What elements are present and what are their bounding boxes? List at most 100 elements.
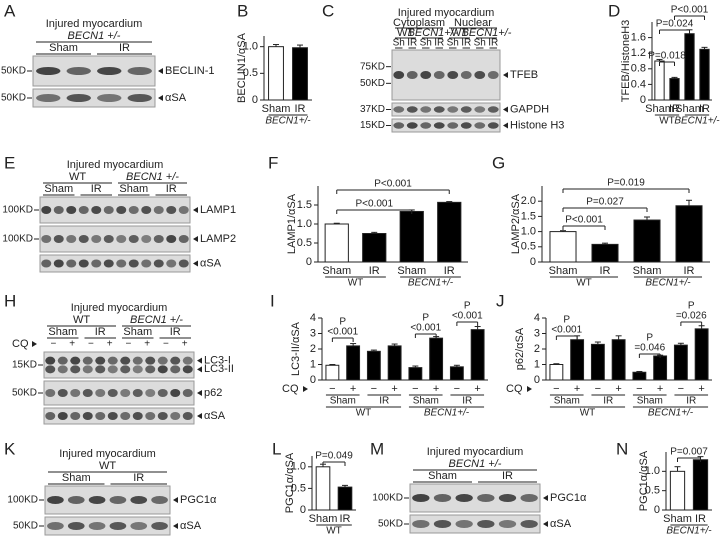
band <box>474 122 486 129</box>
band <box>95 389 106 397</box>
band-label: αSA <box>180 520 202 532</box>
p-value: P=0.024 <box>656 19 694 30</box>
band <box>116 206 127 214</box>
p-value: =0.046 <box>634 343 665 354</box>
x-tick-label: − <box>595 383 601 395</box>
group-label: IR <box>379 396 389 407</box>
band <box>67 522 85 530</box>
x-tick-label: − <box>636 383 642 395</box>
blot-header: Injured myocardium <box>398 7 495 19</box>
blot-header: − <box>88 339 94 350</box>
arrowhead <box>158 68 163 74</box>
band <box>107 365 118 374</box>
band <box>393 122 405 129</box>
band <box>166 235 177 243</box>
blot-strip <box>43 351 195 379</box>
x-tick-label: − <box>329 383 335 395</box>
band <box>477 520 495 528</box>
band <box>132 412 143 420</box>
blot-header: Sham <box>49 42 78 54</box>
blot-header: IR <box>119 42 130 54</box>
band <box>120 389 131 397</box>
p-value: P=0.049 <box>315 451 353 462</box>
blot-header: IR <box>407 38 417 49</box>
band <box>88 522 106 530</box>
panel-label: B <box>237 1 248 20</box>
size-marker: 100KD <box>7 495 38 506</box>
y-axis-label: PGC1α/αSA <box>284 452 296 513</box>
size-marker: 50KD <box>1 93 26 104</box>
blot-header: BECN1+/- <box>408 27 458 39</box>
band <box>41 235 52 243</box>
size-marker: 37KD <box>360 104 385 115</box>
band <box>455 520 473 528</box>
bar <box>399 210 424 263</box>
band <box>45 356 56 365</box>
band <box>182 365 193 374</box>
blot-strip <box>39 254 191 273</box>
y-tick-label: 1.0 <box>297 218 312 230</box>
band <box>120 365 131 374</box>
arrowhead <box>32 341 37 347</box>
blot-header: Sh <box>420 38 432 49</box>
blot-strip <box>391 118 501 133</box>
band <box>145 412 156 420</box>
panel-label: M <box>370 439 384 458</box>
y-tick-label: 3 <box>534 327 540 339</box>
size-marker: 15KD <box>360 120 385 131</box>
band <box>166 206 177 214</box>
band <box>45 365 56 374</box>
y-tick-label: 0 <box>300 504 306 516</box>
x-tick-label: Sham <box>397 265 426 277</box>
size-marker: 50KD <box>13 521 38 532</box>
band <box>178 206 189 214</box>
band <box>170 412 181 420</box>
band <box>433 71 445 79</box>
blot-header: Sham <box>44 183 73 195</box>
band-label: LC3-I <box>204 355 231 367</box>
band <box>120 356 131 365</box>
arrowhead <box>543 495 548 501</box>
x-tick-label: + <box>350 383 356 395</box>
blot-strip <box>32 88 156 108</box>
band <box>57 356 68 365</box>
blot-header: + <box>69 339 75 350</box>
x-tick-label: + <box>433 383 439 395</box>
y-axis-label: LAMP2/αSA <box>510 193 522 254</box>
band <box>120 412 131 420</box>
y-axis-label: TFEB/HistoneH3 <box>620 20 632 103</box>
band <box>460 122 472 129</box>
band <box>36 67 61 75</box>
size-marker: 50KD <box>12 388 37 399</box>
band <box>82 412 93 420</box>
band <box>88 496 106 504</box>
x-tick-label: + <box>474 383 480 395</box>
blot-header: BECN1 +/- <box>449 458 502 470</box>
group-label: IR <box>603 396 613 407</box>
group-label: IR <box>686 396 696 407</box>
bar <box>337 486 353 511</box>
group-label: BECN1+/- <box>408 278 454 289</box>
y-tick-label: 0.5 <box>297 237 312 249</box>
panel-label: J <box>496 291 505 310</box>
band <box>474 106 486 113</box>
y-tick-label: 0.8 <box>631 63 646 75</box>
x-tick-label: IR <box>340 513 351 525</box>
bar <box>292 47 308 101</box>
bar <box>366 350 381 381</box>
band <box>141 206 152 214</box>
bar <box>549 231 577 263</box>
bar <box>470 329 485 381</box>
size-marker: 100KD <box>372 493 403 504</box>
y-tick-label: 3 <box>310 327 316 339</box>
x-tick-label: Sham <box>549 265 578 277</box>
band-label: PGC1α <box>180 494 217 506</box>
band <box>91 235 102 243</box>
group-label: WT <box>659 116 675 127</box>
arrowhead <box>193 207 198 213</box>
band-label: αSA <box>200 257 222 269</box>
band <box>78 235 89 243</box>
blot-strip <box>39 225 191 253</box>
blot-header: IR <box>461 38 471 49</box>
x-tick-label: − <box>371 383 377 395</box>
